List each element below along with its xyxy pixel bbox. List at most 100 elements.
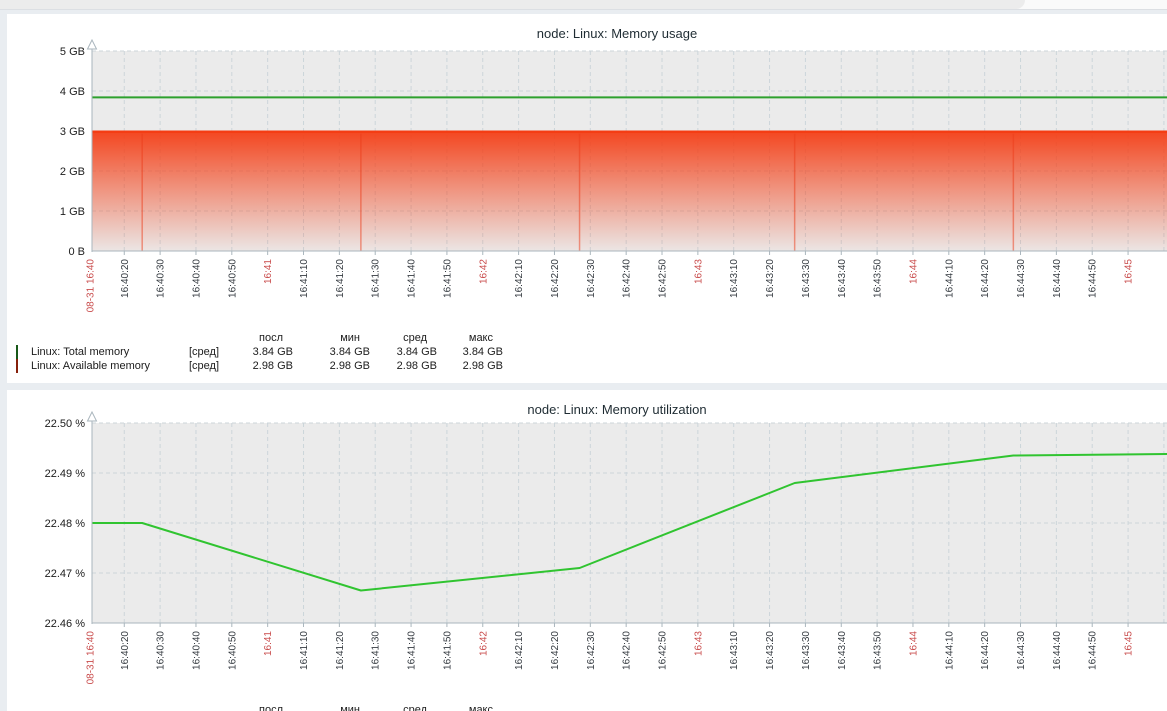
- y-axis-label: 3 GB: [60, 126, 85, 138]
- x-axis-label: 16:42:20: [550, 259, 561, 298]
- chart-title: node: Linux: Memory utilization: [527, 402, 707, 417]
- x-axis-labels: 08-31 16:40 16:40:20 16:40:30 16:40:40 16:40…: [86, 259, 1135, 313]
- x-axis-label: 16:44:10: [944, 259, 955, 298]
- legend-row: Linux: Total memory [сред] 3.84 GB 3.84 GB 3…: [15, 345, 503, 359]
- x-axis-label: 16:41:50: [442, 259, 453, 298]
- legend-item-name: Linux: Total memory: [31, 346, 130, 358]
- x-axis-label: 16:41:40: [407, 631, 418, 670]
- legend-header: макс: [468, 704, 493, 711]
- legend-header-row: посл мин сред макс: [15, 703, 503, 711]
- x-axis-label: 16:42:50: [658, 259, 669, 298]
- x-axis-label: 16:41:40: [407, 259, 418, 298]
- x-axis-label: 16:41:30: [371, 631, 382, 670]
- legend-value: 2.98 GB: [252, 360, 293, 372]
- x-axis-label: 16:44: [908, 259, 919, 284]
- x-axis-label: 16:42:10: [514, 631, 525, 670]
- x-axis-label: 16:41:10: [299, 259, 310, 298]
- legend-value: 2.98 GB: [462, 360, 503, 372]
- browser-chrome-strip: [0, 0, 1167, 10]
- x-axis-label: 16:44:20: [980, 259, 991, 298]
- y-axis-label: 1 GB: [60, 206, 85, 218]
- x-axis-label: 16:43:30: [801, 631, 812, 670]
- x-axis-label: 16:42: [478, 259, 489, 284]
- memory-usage-chart[interactable]: 5 GB 4 GB 3 GB 2 GB 1 GB 0 B08-31 16:40 16:40:…: [7, 14, 1167, 383]
- x-axis-label: 16:43:30: [801, 259, 812, 298]
- x-axis-label: 16:41:20: [335, 631, 346, 670]
- legend-header: посл: [259, 332, 283, 344]
- x-axis-label: 16:42:40: [622, 631, 633, 670]
- x-axis-label: 16:40:40: [191, 259, 202, 298]
- x-axis-label: 16:42: [478, 631, 489, 656]
- memory-utilization-graph-widget: node: Linux: Memory utilization 22.50 % 2…: [7, 390, 1167, 711]
- y-axis-label: 2 GB: [60, 166, 85, 178]
- legend-color-swatch: [16, 345, 18, 359]
- x-axis-label: 16:44:50: [1088, 259, 1099, 298]
- x-axis-label: 16:42:10: [514, 259, 525, 298]
- x-axis-label: 08-31 16:40: [86, 259, 97, 313]
- x-axis-label: 16:40:50: [227, 259, 238, 298]
- x-axis-label: 16:43:40: [837, 259, 848, 298]
- chart-legend: посл мин сред макс Linux: Total memory [сред]…: [15, 331, 503, 373]
- x-axis-label: 16:40:20: [120, 259, 131, 298]
- x-axis-label: 16:44:10: [944, 631, 955, 670]
- browser-tab: [0, 0, 1025, 9]
- grid: [92, 422, 1167, 623]
- legend-item-function: [сред]: [189, 346, 220, 358]
- x-axis-label: 16:42:40: [622, 259, 633, 298]
- x-axis-label: 16:41:30: [371, 259, 382, 298]
- x-axis-label: 16:42:30: [586, 631, 597, 670]
- x-axis-label: 16:43:20: [765, 259, 776, 298]
- x-axis-label: 16:43: [693, 631, 704, 656]
- axes: [86, 38, 1167, 255]
- x-axis-label: 16:40:20: [120, 631, 131, 670]
- x-axis-label: 16:44:30: [1016, 631, 1027, 670]
- x-axis-label: 16:41:10: [299, 631, 310, 670]
- legend-value: 3.84 GB: [462, 346, 503, 358]
- chart-legend: посл мин сред макс: [15, 703, 503, 711]
- x-axis-label: 08-31 16:40: [86, 631, 97, 685]
- legend-header: макс: [468, 332, 493, 344]
- y-axis-label: 4 GB: [60, 86, 85, 98]
- memory-utilization-chart[interactable]: 22.50 % 22.49 % 22.48 % 22.47 % 22.46 %08-31…: [7, 390, 1167, 711]
- x-axis-label: 16:44:20: [980, 631, 991, 670]
- legend-header: сред: [403, 704, 427, 711]
- x-axis-label: 16:43:10: [729, 631, 740, 670]
- legend-value: 2.98 GB: [396, 360, 437, 372]
- y-axis-label: 22.48 %: [45, 518, 86, 530]
- y-axis-label: 22.46 %: [45, 618, 86, 630]
- legend-header: мин: [340, 332, 360, 344]
- x-axis-label: 16:45: [1124, 259, 1135, 284]
- legend-header-row: посл мин сред макс: [15, 331, 503, 345]
- series-line: [92, 453, 1167, 592]
- y-axis-label: 22.47 %: [45, 568, 86, 580]
- y-axis-label: 5 GB: [60, 46, 85, 58]
- legend-header: сред: [403, 332, 427, 344]
- legend-header: посл: [259, 704, 283, 711]
- chart-title: node: Linux: Memory usage: [536, 26, 698, 41]
- x-axis-label: 16:44:30: [1016, 259, 1027, 298]
- x-axis-label: 16:45: [1124, 631, 1135, 656]
- x-axis-label: 16:42:20: [550, 631, 561, 670]
- legend-value: 2.98 GB: [329, 360, 370, 372]
- x-axis-label: 16:41:50: [442, 631, 453, 670]
- legend-item-function: [сред]: [189, 360, 220, 372]
- x-axis-label: 16:42:50: [658, 631, 669, 670]
- legend-color-swatch: [16, 359, 18, 373]
- x-axis-label: 16:40:50: [227, 631, 238, 670]
- legend-header: мин: [340, 704, 360, 711]
- x-axis-label: 16:43:10: [729, 259, 740, 298]
- plot-area[interactable]: [92, 423, 1167, 623]
- x-axis-label: 16:40:30: [156, 631, 167, 670]
- x-axis-label: 16:40:30: [156, 259, 167, 298]
- y-axis-arrow-icon: [86, 410, 98, 422]
- axes: [86, 410, 1167, 627]
- y-axis-label: 0 B: [68, 246, 85, 258]
- legend-row: Linux: Available memory [сред] 2.98 GB 2.98…: [15, 359, 503, 373]
- x-axis-label: 16:43:40: [837, 631, 848, 670]
- x-axis-label: 16:44: [908, 631, 919, 656]
- x-axis-label: 16:43:20: [765, 631, 776, 670]
- memory-available-area: [92, 132, 1167, 251]
- x-axis-label: 16:43:50: [873, 631, 884, 670]
- y-axis-arrow-icon: [86, 38, 98, 50]
